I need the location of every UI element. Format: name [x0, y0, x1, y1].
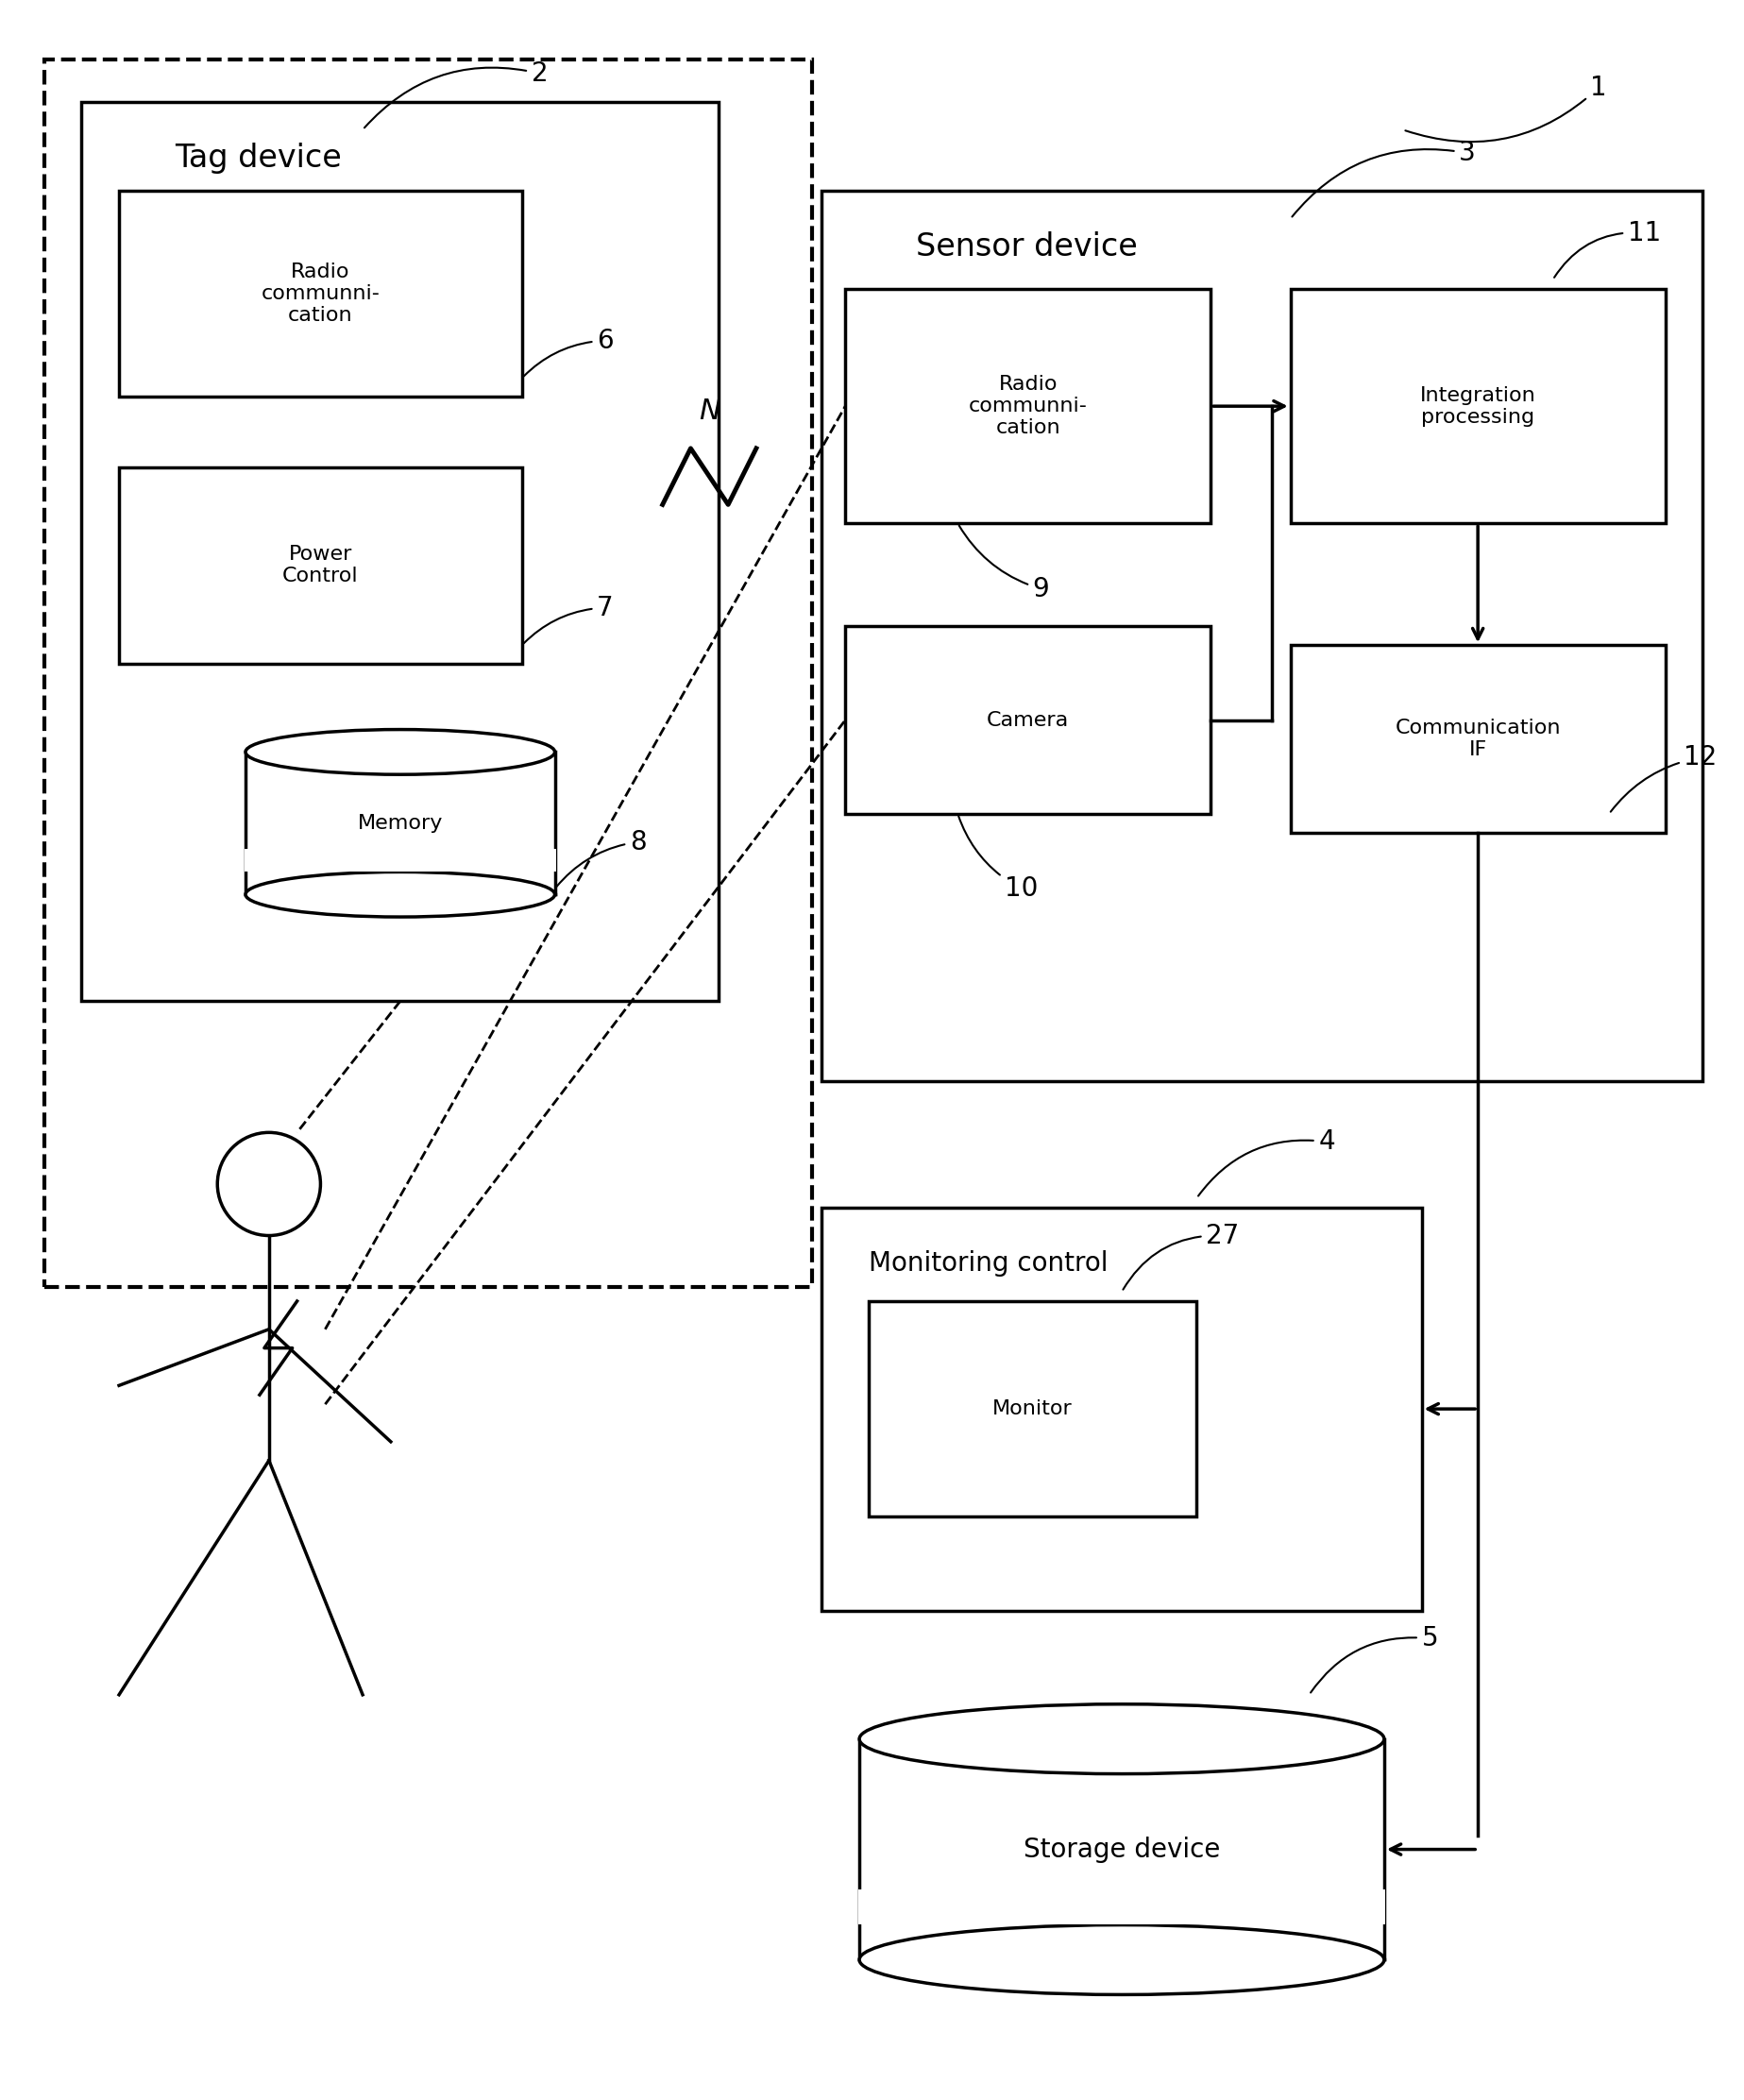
Text: 11: 11	[1554, 220, 1660, 277]
Text: 9: 9	[959, 525, 1050, 603]
Bar	[846, 290, 1210, 523]
Bar	[246, 752, 555, 895]
Text: 5: 5	[1311, 1625, 1439, 1693]
Text: Communication
IF: Communication IF	[1395, 718, 1561, 760]
Bar	[858, 1890, 1385, 1924]
Ellipse shape	[246, 729, 555, 775]
Bar	[821, 1208, 1421, 1611]
Text: 27: 27	[1123, 1222, 1240, 1289]
Text: 4: 4	[1198, 1128, 1336, 1195]
Text: 6: 6	[523, 328, 614, 376]
Text: Sensor device: Sensor device	[916, 231, 1137, 262]
Bar	[860, 1739, 1385, 1959]
Ellipse shape	[246, 871, 555, 918]
Text: 1: 1	[1406, 74, 1606, 143]
Text: Storage device: Storage device	[1024, 1835, 1221, 1863]
Bar	[846, 626, 1210, 815]
Bar	[244, 848, 556, 872]
Bar	[119, 466, 521, 664]
Text: Radio
communni-
cation: Radio communni- cation	[968, 374, 1088, 437]
Bar	[1291, 645, 1666, 832]
Text: Monitoring control: Monitoring control	[869, 1250, 1107, 1277]
Text: Camera: Camera	[987, 710, 1069, 729]
Text: 3: 3	[1292, 141, 1475, 216]
Bar	[44, 59, 813, 1287]
Bar	[1291, 290, 1666, 523]
Bar	[869, 1302, 1196, 1516]
Bar	[119, 191, 521, 397]
Text: 8: 8	[556, 830, 647, 886]
Bar	[82, 101, 719, 1002]
Text: Integration
processing: Integration processing	[1420, 386, 1536, 426]
Text: Memory: Memory	[358, 815, 443, 834]
Text: 2: 2	[364, 61, 548, 128]
Text: 12: 12	[1611, 743, 1718, 813]
Text: Power
Control: Power Control	[283, 546, 359, 586]
Text: N: N	[699, 397, 720, 424]
Text: Radio
communni-
cation: Radio communni- cation	[262, 262, 380, 326]
Text: Tag device: Tag device	[174, 143, 342, 174]
Ellipse shape	[860, 1703, 1385, 1774]
Bar	[821, 191, 1702, 1082]
Text: 10: 10	[959, 817, 1038, 903]
Ellipse shape	[860, 1926, 1385, 1995]
Text: 7: 7	[523, 594, 614, 643]
Text: Monitor: Monitor	[992, 1399, 1073, 1418]
